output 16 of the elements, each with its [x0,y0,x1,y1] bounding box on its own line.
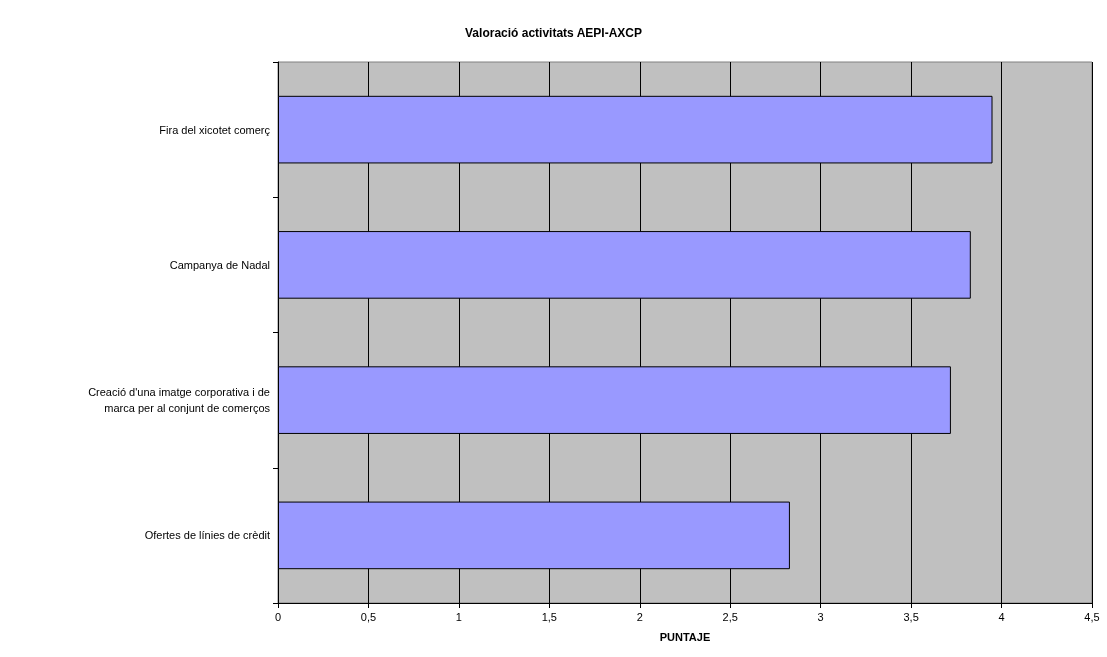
x-tick-label: 3 [817,610,824,623]
y-tick-label: Fira del xicotet comerç [159,123,271,136]
y-tick-label: Ofertes de línies de crèdit [144,529,270,542]
x-tick-label: 1 [455,610,462,623]
x-tick-label: 4 [998,610,1005,623]
x-tick-label: 0 [274,610,282,623]
x-tick-label: 0,5 [360,610,377,623]
chart-title: Valoració activitats AEPI-AXCP [465,26,642,40]
x-tick-label: 2 [636,610,643,623]
x-tick-label: 4,5 [1084,610,1100,623]
x-tick-label: 3,5 [903,610,919,623]
y-tick-label: Creació d'una imatge corporativa i de marca per al conjunt de comerços [88,386,271,415]
x-axis-title: PUNTAJE [659,630,711,643]
x-tick-label: 2,5 [722,610,738,623]
x-tick-label: 1,5 [541,610,557,623]
y-tick-label: Campanya de Nadal [169,258,270,271]
